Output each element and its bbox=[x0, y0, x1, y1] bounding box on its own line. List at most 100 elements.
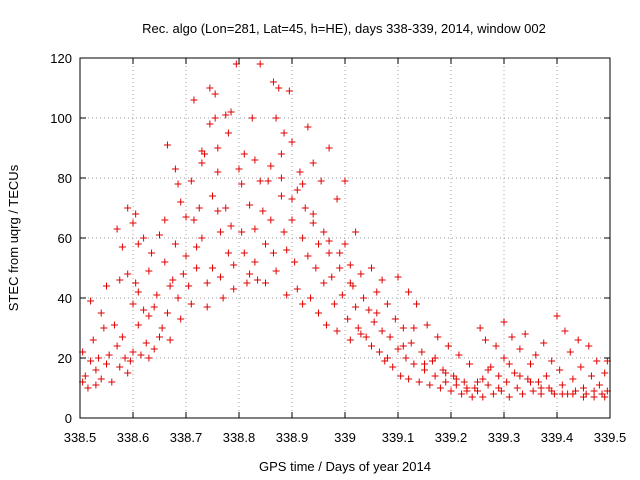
data-point bbox=[272, 114, 280, 122]
data-point bbox=[195, 204, 203, 212]
data-point bbox=[436, 384, 444, 392]
data-point bbox=[129, 219, 137, 227]
data-point bbox=[163, 141, 171, 149]
data-point bbox=[442, 378, 450, 386]
data-point bbox=[267, 216, 275, 224]
data-point bbox=[391, 315, 399, 323]
x-axis-label: GPS time / Days of year 2014 bbox=[259, 459, 431, 474]
data-point bbox=[309, 159, 317, 167]
data-point bbox=[489, 390, 497, 398]
data-point bbox=[587, 372, 595, 380]
data-point bbox=[357, 330, 365, 338]
data-point bbox=[338, 291, 346, 299]
data-point bbox=[240, 249, 248, 257]
data-point bbox=[153, 291, 161, 299]
data-point bbox=[410, 360, 418, 368]
data-point bbox=[280, 228, 288, 236]
data-point bbox=[468, 393, 476, 401]
data-point bbox=[288, 138, 296, 146]
data-point bbox=[405, 375, 413, 383]
y-tick-label: 60 bbox=[58, 231, 72, 246]
data-point bbox=[243, 279, 251, 287]
data-point bbox=[238, 228, 246, 236]
data-point bbox=[299, 300, 307, 308]
data-point bbox=[248, 114, 256, 122]
data-point bbox=[269, 78, 277, 86]
y-tick-label: 40 bbox=[58, 291, 72, 306]
data-point bbox=[362, 333, 370, 341]
data-point bbox=[145, 312, 153, 320]
data-point bbox=[193, 243, 201, 251]
data-point bbox=[505, 360, 513, 368]
data-point bbox=[307, 294, 315, 302]
data-point bbox=[320, 279, 328, 287]
data-point bbox=[548, 387, 556, 395]
data-point bbox=[227, 108, 235, 116]
data-point bbox=[185, 282, 193, 290]
data-point bbox=[124, 270, 132, 278]
x-tick-label: 338.8 bbox=[223, 430, 256, 445]
data-point bbox=[463, 387, 471, 395]
data-point bbox=[577, 363, 585, 371]
data-point bbox=[251, 156, 259, 164]
data-point bbox=[479, 375, 487, 383]
data-point bbox=[317, 177, 325, 185]
x-tick-label: 338.6 bbox=[117, 430, 150, 445]
data-point bbox=[214, 207, 222, 215]
data-point bbox=[262, 240, 269, 248]
data-point bbox=[330, 300, 338, 308]
data-point bbox=[537, 384, 545, 392]
data-point bbox=[206, 84, 214, 92]
data-point bbox=[383, 354, 391, 362]
data-point bbox=[431, 372, 439, 380]
data-point bbox=[352, 228, 360, 236]
data-point bbox=[558, 390, 566, 398]
data-point bbox=[148, 249, 156, 257]
data-point bbox=[203, 279, 211, 287]
data-point bbox=[264, 177, 272, 185]
data-point bbox=[110, 321, 118, 329]
data-point bbox=[405, 288, 413, 296]
data-point bbox=[95, 354, 103, 362]
data-point bbox=[373, 288, 381, 296]
data-point bbox=[293, 186, 301, 194]
data-point bbox=[87, 297, 95, 305]
data-point bbox=[179, 270, 187, 278]
data-point bbox=[84, 384, 92, 392]
data-point bbox=[262, 279, 269, 287]
data-point bbox=[118, 243, 126, 251]
data-point bbox=[566, 348, 574, 356]
data-point bbox=[548, 357, 556, 365]
data-point bbox=[118, 333, 126, 341]
data-point bbox=[214, 168, 222, 176]
data-point bbox=[126, 357, 134, 365]
data-point bbox=[293, 285, 301, 293]
data-point bbox=[166, 336, 174, 344]
data-point bbox=[283, 246, 291, 254]
data-point bbox=[235, 165, 243, 173]
data-point bbox=[346, 279, 354, 287]
data-point bbox=[174, 180, 182, 188]
data-point bbox=[410, 324, 418, 332]
data-point bbox=[156, 231, 163, 239]
data-point bbox=[426, 381, 434, 389]
data-point bbox=[116, 276, 124, 284]
data-point bbox=[296, 168, 304, 176]
data-point bbox=[365, 306, 373, 314]
data-point bbox=[304, 252, 312, 260]
data-point bbox=[447, 387, 455, 395]
data-point bbox=[103, 282, 110, 290]
data-point bbox=[399, 342, 407, 350]
data-point bbox=[534, 378, 542, 386]
data-point bbox=[370, 318, 378, 326]
data-point bbox=[140, 234, 148, 242]
data-point bbox=[479, 393, 487, 401]
data-point bbox=[227, 222, 235, 230]
data-point bbox=[325, 249, 333, 257]
data-point bbox=[336, 264, 344, 272]
y-tick-label: 0 bbox=[65, 411, 72, 426]
data-point bbox=[484, 381, 492, 389]
data-point bbox=[383, 300, 391, 308]
data-point bbox=[203, 303, 211, 311]
data-point bbox=[481, 336, 489, 344]
